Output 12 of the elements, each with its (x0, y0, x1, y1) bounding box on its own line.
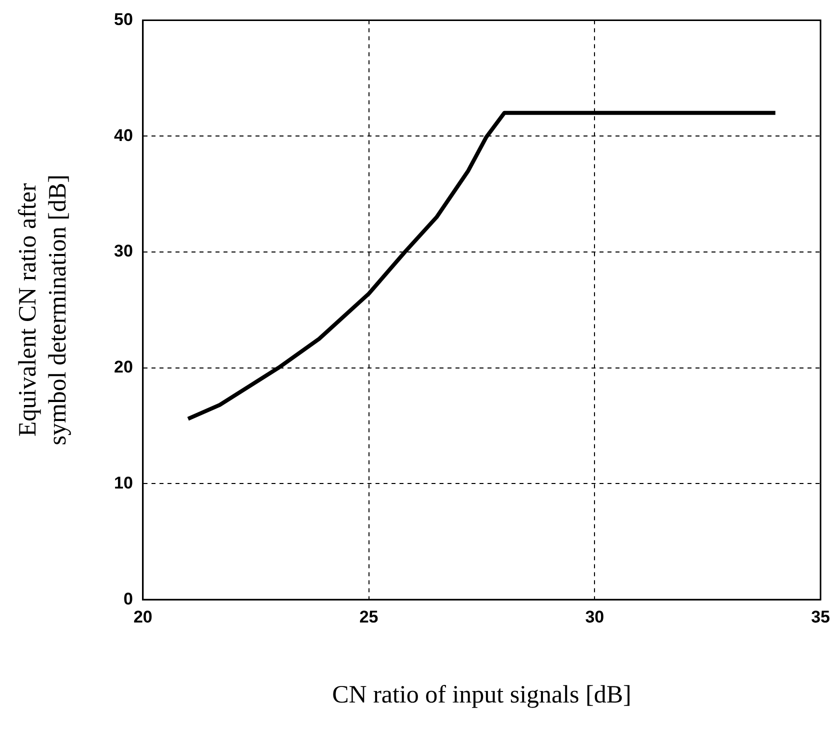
y-tick-label: 0 (123, 589, 133, 608)
x-axis-title: CN ratio of input signals [dB] (332, 682, 632, 709)
x-tick-label: 20 (133, 607, 152, 626)
x-tick-label: 30 (585, 607, 604, 626)
y-tick-label: 40 (114, 126, 133, 145)
y-axis-title: Equivalent CN ratio after symbol determination [dB] (14, 174, 72, 446)
y-tick-label: 10 (114, 473, 133, 492)
y-tick-label: 50 (114, 10, 133, 29)
x-tick-label: 35 (811, 607, 830, 626)
x-tick-label: 25 (359, 607, 378, 626)
y-tick-label: 30 (114, 242, 133, 261)
y-tick-label: 20 (114, 358, 133, 377)
